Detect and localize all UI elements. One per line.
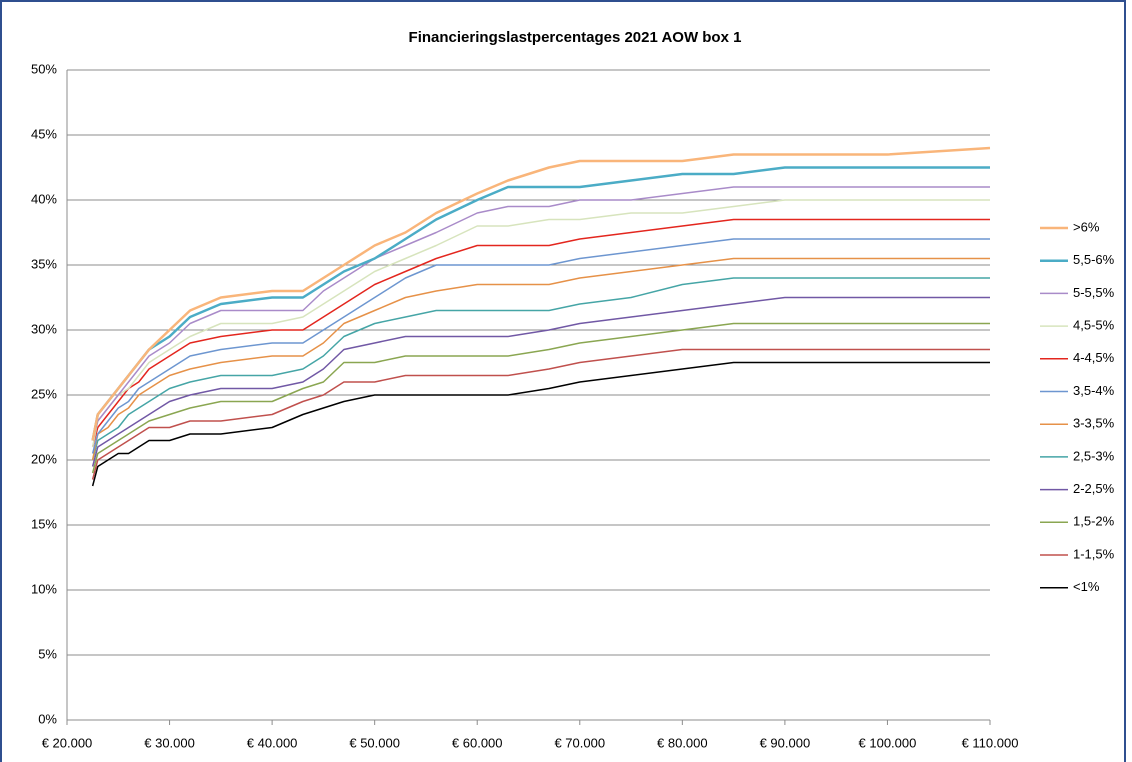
legend-label: 4-4,5% [1073, 350, 1115, 365]
x-tick-label: € 110.000 [962, 735, 1019, 750]
y-tick-label: 15% [31, 516, 57, 531]
legend-label: 5,5-6% [1073, 252, 1115, 267]
legend-label: 3,5-4% [1073, 383, 1115, 398]
series-line [91, 199, 990, 448]
y-tick-label: 25% [31, 386, 57, 401]
series-line [91, 322, 990, 474]
legend-label: 5-5,5% [1073, 285, 1115, 300]
series-line [91, 296, 990, 467]
y-tick-label: 40% [31, 191, 57, 206]
series-line [91, 238, 990, 454]
y-tick-label: 20% [31, 451, 57, 466]
y-tick-label: 45% [31, 126, 57, 141]
series-line [91, 257, 990, 461]
chart-title: Financieringslastpercentages 2021 AOW bo… [409, 29, 742, 46]
x-tick-label: € 100.000 [859, 735, 917, 750]
y-tick-label: 35% [31, 256, 57, 271]
x-tick-label: € 50.000 [349, 735, 400, 750]
legend-label: 3-3,5% [1073, 416, 1115, 431]
legend-label: 1-1,5% [1073, 546, 1115, 561]
series-line [91, 186, 990, 441]
legend-label: 2,5-3% [1073, 448, 1115, 463]
legend-label: 1,5-2% [1073, 514, 1115, 529]
y-tick-label: 10% [31, 581, 57, 596]
series-line [91, 277, 990, 461]
series-line [91, 361, 990, 487]
y-tick-label: 0% [38, 711, 57, 726]
legend-label: >6% [1073, 219, 1100, 234]
series-line [91, 146, 991, 441]
legend-label: 4,5-5% [1073, 318, 1115, 333]
x-tick-label: € 60.000 [452, 735, 503, 750]
x-tick-label: € 90.000 [760, 735, 811, 750]
series-line [91, 218, 990, 448]
y-tick-label: 5% [38, 646, 57, 661]
legend-label: <1% [1073, 579, 1100, 594]
x-tick-label: € 70.000 [554, 735, 605, 750]
y-tick-label: 50% [31, 61, 57, 76]
y-tick-label: 30% [31, 321, 57, 336]
x-tick-label: € 30.000 [144, 735, 195, 750]
x-tick-label: € 40.000 [247, 735, 298, 750]
series-line [91, 348, 990, 480]
legend-label: 2-2,5% [1073, 481, 1115, 496]
x-tick-label: € 80.000 [657, 735, 708, 750]
x-tick-label: € 20.000 [42, 735, 93, 750]
